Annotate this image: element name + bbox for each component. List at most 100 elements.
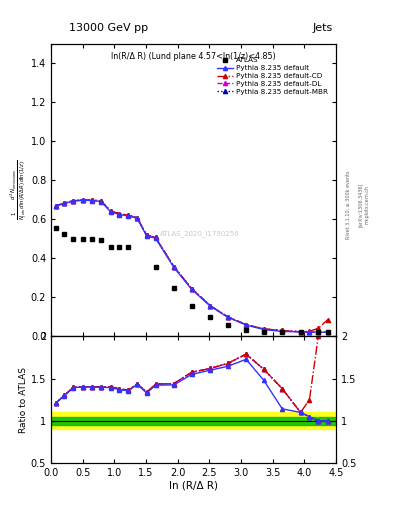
ATLAS [208,314,212,321]
Pythia 8.235 default-MBR [62,200,67,206]
Pythia 8.235 default-DL [135,215,140,221]
Pythia 8.235 default-CD [280,327,285,333]
Pythia 8.235 default [316,329,321,335]
ATLAS [153,264,158,270]
Pythia 8.235 default-DL [172,264,176,270]
Text: 13000 GeV pp: 13000 GeV pp [69,23,148,33]
Pythia 8.235 default-MBR [71,198,75,204]
ATLAS [126,244,131,250]
Pythia 8.235 default-MBR [316,329,321,335]
Pythia 8.235 default-DL [153,234,158,241]
Pythia 8.235 default-DL [53,203,58,209]
Pythia 8.235 default-CD [316,325,321,331]
Pythia 8.235 default [261,327,266,333]
Pythia 8.235 default-CD [53,203,58,209]
Pythia 8.235 default-DL [126,212,131,219]
Text: ATLAS_2020_I1790256: ATLAS_2020_I1790256 [160,230,239,237]
Pythia 8.235 default [117,211,122,218]
Pythia 8.235 default-CD [144,232,149,239]
Pythia 8.235 default-CD [81,197,85,203]
Pythia 8.235 default-DL [99,198,103,204]
Pythia 8.235 default-CD [244,322,248,328]
Pythia 8.235 default-DL [298,329,303,335]
Pythia 8.235 default [81,197,85,203]
Pythia 8.235 default [325,329,330,335]
Pythia 8.235 default-MBR [108,208,113,214]
ATLAS [81,236,85,242]
ATLAS [261,329,266,335]
Pythia 8.235 default-MBR [261,326,266,332]
ATLAS [172,285,176,291]
Pythia 8.235 default-MBR [172,264,176,270]
Pythia 8.235 default-DL [325,329,330,335]
ATLAS [244,327,248,333]
Pythia 8.235 default-DL [226,314,230,320]
Pythia 8.235 default-CD [189,286,194,292]
ATLAS [108,244,113,250]
Pythia 8.235 default [172,264,176,270]
Text: ln(R/Δ R) (Lund plane 4.57<ln(1/z)<4.85): ln(R/Δ R) (Lund plane 4.57<ln(1/z)<4.85) [111,52,276,61]
Pythia 8.235 default-CD [71,198,75,204]
Pythia 8.235 default-MBR [144,232,149,239]
Pythia 8.235 default [71,198,75,204]
Pythia 8.235 default-DL [307,329,312,335]
Pythia 8.235 default-MBR [208,303,212,309]
Pythia 8.235 default-MBR [135,215,140,221]
Pythia 8.235 default [108,209,113,215]
ATLAS [325,329,330,335]
Pythia 8.235 default [99,199,103,205]
Pythia 8.235 default-DL [81,197,85,203]
Pythia 8.235 default-CD [117,210,122,217]
Y-axis label: $\frac{1}{N_{jets}}\frac{d^2 N_{emissions}}{d\ln(R/\Delta R)\, d\ln(1/z)}$: $\frac{1}{N_{jets}}\frac{d^2 N_{emission… [9,160,29,220]
Pythia 8.235 default-DL [108,208,113,214]
Pythia 8.235 default-CD [298,329,303,335]
Pythia 8.235 default-DL [244,322,248,328]
Pythia 8.235 default [307,329,312,335]
Pythia 8.235 default-DL [71,198,75,204]
Pythia 8.235 default-MBR [126,212,131,219]
Pythia 8.235 default-MBR [280,327,285,333]
Pythia 8.235 default-CD [99,198,103,204]
Pythia 8.235 default [53,203,58,209]
Pythia 8.235 default [144,233,149,239]
Pythia 8.235 default-DL [208,303,212,309]
Pythia 8.235 default-MBR [53,203,58,209]
Pythia 8.235 default-CD [126,212,131,219]
Line: Pythia 8.235 default-CD: Pythia 8.235 default-CD [53,198,330,334]
Pythia 8.235 default-CD [153,234,158,241]
Pythia 8.235 default-MBR [153,234,158,241]
Pythia 8.235 default-MBR [325,329,330,335]
Pythia 8.235 default-DL [144,232,149,239]
Line: Pythia 8.235 default: Pythia 8.235 default [53,198,330,334]
Text: [arXiv:1306.3436]: [arXiv:1306.3436] [358,183,363,227]
Pythia 8.235 default-CD [108,208,113,214]
Pythia 8.235 default [62,200,67,206]
Pythia 8.235 default [126,213,131,219]
Pythia 8.235 default-MBR [189,286,194,292]
Pythia 8.235 default-MBR [307,329,312,335]
Text: Rivet 3.1.10, ≥ 300k events: Rivet 3.1.10, ≥ 300k events [346,170,351,239]
Pythia 8.235 default [208,303,212,309]
Line: Pythia 8.235 default-DL: Pythia 8.235 default-DL [53,198,330,334]
ATLAS [280,329,285,335]
ATLAS [117,244,122,250]
Pythia 8.235 default-CD [135,215,140,221]
Pythia 8.235 default-CD [62,200,67,206]
ATLAS [99,237,103,243]
Text: Jets: Jets [313,23,333,33]
Line: Pythia 8.235 default-MBR: Pythia 8.235 default-MBR [53,198,330,334]
Pythia 8.235 default-MBR [81,197,85,203]
Pythia 8.235 default-DL [62,200,67,206]
Pythia 8.235 default-CD [307,328,312,334]
Pythia 8.235 default-DL [90,197,95,203]
ATLAS [189,303,194,309]
Pythia 8.235 default [189,286,194,292]
Pythia 8.235 default-CD [325,316,330,323]
Pythia 8.235 default [135,215,140,221]
Pythia 8.235 default-MBR [117,210,122,217]
X-axis label: ln (R/Δ R): ln (R/Δ R) [169,481,218,491]
ATLAS [71,236,75,242]
ATLAS [316,329,321,335]
Pythia 8.235 default-MBR [90,197,95,203]
ATLAS [90,236,95,242]
